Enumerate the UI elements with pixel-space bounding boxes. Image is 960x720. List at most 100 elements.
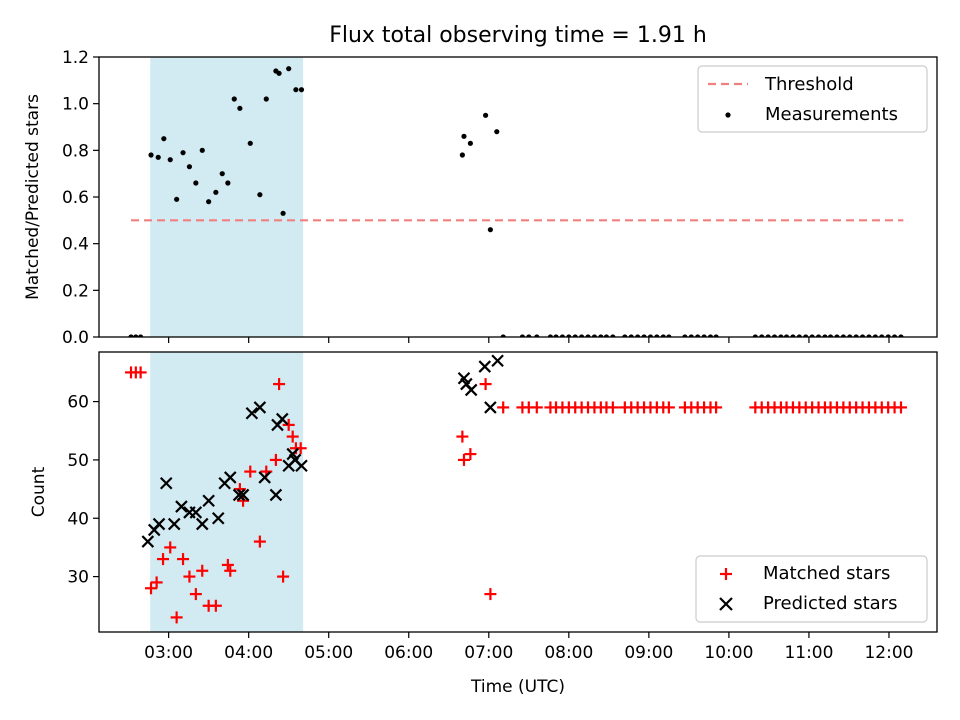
predicted-star-point: [195, 517, 209, 531]
y-tick-label: 50: [67, 451, 89, 471]
x-tick-label: 08:00: [544, 643, 593, 663]
x-axis-label: Time (UTC): [470, 677, 565, 697]
predicted-star-point: [295, 459, 308, 473]
y-tick-label: 0.4: [62, 235, 89, 255]
measurements-legend-swatch: [725, 112, 731, 118]
matched-star-point: [209, 599, 222, 612]
matched-star-point: [183, 570, 196, 583]
measurement-point: [155, 154, 161, 160]
measurement-point: [225, 180, 231, 186]
x-tick-label: 06:00: [384, 643, 433, 663]
measurement-point: [293, 87, 299, 93]
predicted-star-point: [464, 383, 478, 397]
top-panel: 0.0 0.2 0.4 0.6 0.8 1.0 1.2 Matched/Predicted …: [23, 48, 938, 348]
top-legend: Threshold Measurements: [697, 65, 928, 133]
top-shaded-span: [150, 57, 304, 337]
chart-title: Flux total observing time = 1.91 h: [329, 23, 707, 48]
matched-star-point: [710, 401, 723, 414]
bottom-x-ticks: 03:00 04:00 05:00 06:00 07:00 08:00 09:00 10:00…: [144, 632, 913, 663]
y-tick-label: 0.8: [62, 141, 89, 161]
measurement-point: [148, 152, 154, 158]
predicted-star-point: [232, 488, 246, 502]
y-tick-label: 0.0: [62, 328, 89, 348]
threshold-legend-label: Threshold: [764, 74, 854, 95]
matched-star-point: [484, 588, 497, 601]
predicted-star-point: [269, 488, 283, 502]
matched-star-point: [237, 494, 250, 507]
y-tick-label: 0.2: [62, 281, 89, 301]
matched-star-point: [244, 465, 257, 478]
matched-star-point: [894, 401, 907, 414]
predicted-star-point: [175, 500, 188, 513]
predicted-star-point: [167, 517, 181, 531]
measurement-point: [213, 189, 219, 195]
matched-star-point: [294, 442, 307, 455]
measurement-point: [161, 136, 167, 142]
predicted-star-point: [245, 406, 259, 420]
predicted-star-point: [258, 471, 271, 484]
bottom-points: [125, 354, 907, 624]
matched-star-point: [606, 401, 619, 414]
x-tick-label: 09:00: [624, 643, 673, 663]
bottom-axes-frame: [98, 351, 938, 633]
matched-star-point: [164, 541, 177, 554]
x-tick-label: 10:00: [704, 643, 753, 663]
measurement-point: [461, 133, 467, 139]
bottom-y-label: Count: [29, 466, 49, 517]
measurement-point: [206, 199, 212, 205]
y-tick-label: 30: [67, 568, 89, 588]
measurement-point: [231, 96, 237, 102]
predicted-star-point: [491, 354, 504, 368]
measurement-point: [174, 196, 180, 202]
measurement-point: [186, 164, 193, 170]
x-tick-label: 12:00: [864, 643, 913, 663]
matched-star-point: [282, 418, 295, 431]
measurement-point: [219, 171, 225, 177]
matched-star-point: [253, 535, 266, 548]
matched-star-point: [457, 453, 470, 466]
measurement-point: [298, 87, 305, 93]
predicted-star-point: [189, 506, 203, 519]
matched-star-point: [170, 611, 183, 624]
predicted-star-point: [202, 494, 215, 508]
y-tick-label: 60: [67, 393, 89, 413]
matched-star-point: [497, 401, 510, 414]
measurement-point: [494, 129, 500, 135]
y-tick-label: 1.2: [62, 48, 89, 68]
measurement-point: [167, 157, 173, 163]
matched-star-point: [479, 378, 492, 391]
x-tick-label: 04:00: [224, 643, 273, 663]
matched-star-point: [177, 553, 190, 566]
matched-star-point: [224, 564, 237, 577]
y-tick-label: 0.6: [62, 188, 89, 208]
measurement-point: [487, 227, 493, 233]
matched-legend-label: Matched stars: [763, 563, 890, 584]
measurement-point: [237, 105, 243, 111]
measurement-point: [459, 152, 465, 158]
matched-star-point: [157, 553, 170, 566]
measurement-point: [286, 66, 292, 72]
top-y-label: Matched/Predicted stars: [23, 94, 43, 300]
predicted-legend-label: Predicted stars: [763, 593, 897, 614]
top-x-ticks: [168, 337, 890, 343]
matched-star-point: [145, 582, 158, 595]
measurement-point: [180, 150, 186, 156]
measurement-point: [193, 180, 199, 186]
measurements-legend-label: Measurements: [765, 104, 898, 125]
matched-star-point: [196, 564, 209, 577]
predicted-star-point: [141, 535, 155, 548]
matched-star-point: [150, 576, 163, 589]
matched-star-point: [189, 588, 202, 601]
matched-star-point: [662, 401, 675, 414]
top-y-ticks: 0.0 0.2 0.4 0.6 0.8 1.0 1.2: [62, 48, 99, 348]
measurement-point: [247, 140, 253, 146]
predicted-star-point: [152, 517, 166, 531]
matched-star-point: [530, 401, 543, 414]
predicted-star-point: [159, 476, 173, 490]
predicted-legend-swatch: [719, 597, 733, 611]
measurement-point: [280, 210, 286, 216]
predicted-star-point: [236, 488, 250, 502]
top-legend-box: [697, 65, 928, 133]
x-tick-label: 05:00: [304, 643, 353, 663]
